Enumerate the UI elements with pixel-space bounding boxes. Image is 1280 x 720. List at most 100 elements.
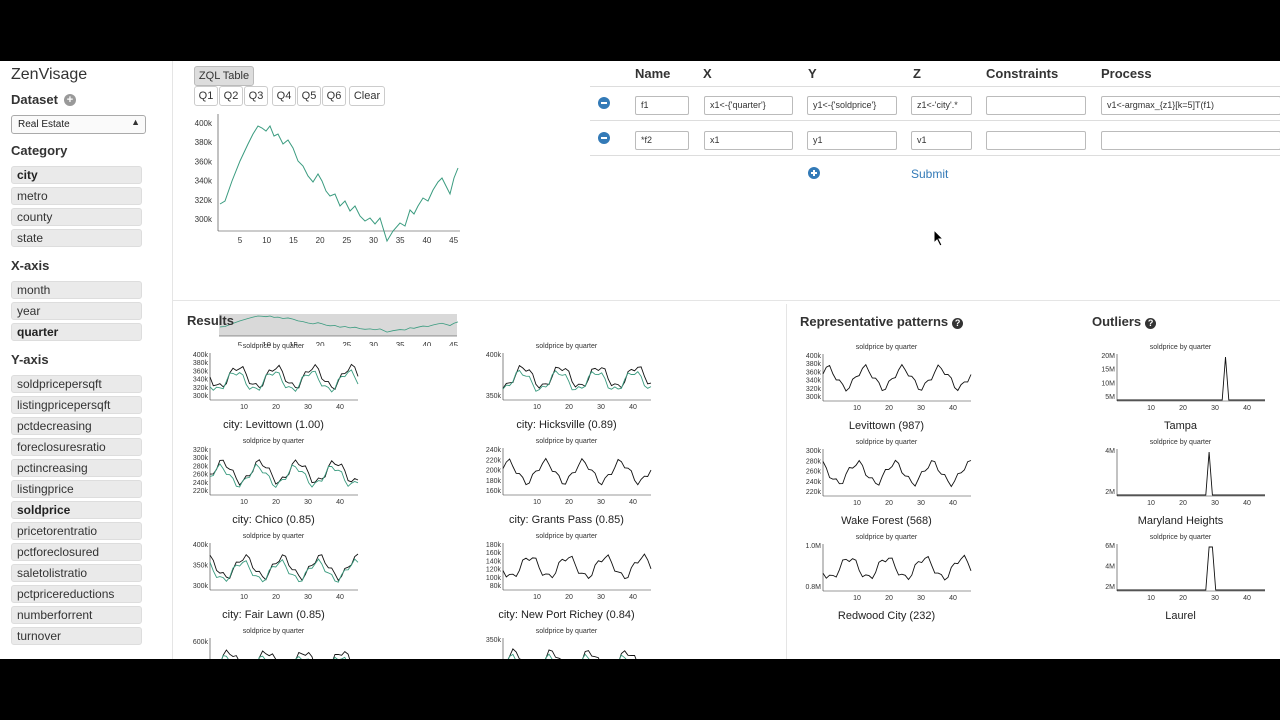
result-chart[interactable]: soldprice by quarter 350k 300k 10 20 30 40 (479, 628, 654, 659)
mini-y-tick: 240k (486, 447, 502, 454)
yaxis-item-foreclosuresratio[interactable]: foreclosuresratio (11, 438, 142, 456)
submit-link[interactable]: Submit (911, 167, 949, 181)
mini-x-tick: 30 (597, 594, 605, 601)
outlier-chart[interactable]: soldprice by quarter 4M 2M 10 20 30 40 Maryland… (1093, 439, 1268, 531)
mini-chart-caption: Tampa (1163, 420, 1198, 432)
mini-x-tick: 40 (629, 594, 637, 601)
zql-process-input[interactable] (1101, 131, 1280, 150)
result-chart[interactable]: soldprice by quarter 320k 300k 280k 260k 240k… (186, 438, 361, 530)
help-icon[interactable]: ? (1145, 318, 1157, 329)
add-dataset-icon[interactable]: + (63, 94, 76, 106)
zql-process-input[interactable]: v1<-argmax_{z1}[k=5]T(f1) (1101, 96, 1280, 115)
zql-row-divider (590, 155, 1280, 156)
zql-constraints-input[interactable] (986, 131, 1086, 150)
mini-chart-title: soldprice by quarter (535, 533, 598, 540)
main-chart[interactable]: 400k 380k 360k 340k 320k 300k 5 5 10 10 15 15 20 20 25… (190, 106, 470, 346)
query-button-q5[interactable]: Q5 (297, 86, 321, 106)
panel-divider (786, 304, 787, 659)
mini-x-tick: 10 (240, 594, 248, 601)
zql-z-input[interactable]: v1 (911, 131, 972, 150)
mini-x-tick: 10 (533, 594, 541, 601)
mini-x-tick: 30 (304, 594, 312, 601)
category-item-county[interactable]: county (11, 208, 142, 226)
xaxis-item-quarter[interactable]: quarter (11, 323, 142, 341)
mini-chart-caption: Maryland Heights (1137, 515, 1224, 527)
mini-chart-title: soldprice by quarter (855, 534, 918, 541)
zql-z-input[interactable]: z1<-'city'.* (911, 96, 972, 115)
yaxis-item-numberforrent[interactable]: numberforrent (11, 606, 142, 624)
category-item-state[interactable]: state (11, 229, 142, 247)
mini-chart-plot: 240k 220k 200k 180k 160k 10 20 30 40 (486, 447, 652, 506)
mini-y-tick: 360k (806, 369, 822, 376)
category-item-metro[interactable]: metro (11, 187, 142, 205)
yaxis-item-pctpricereductions[interactable]: pctpricereductions (11, 585, 142, 603)
yaxis-item-pctdecreasing[interactable]: pctdecreasing (11, 417, 142, 435)
mini-x-tick: 40 (1243, 500, 1251, 507)
remove-row-icon[interactable] (598, 97, 610, 109)
result-chart[interactable]: soldprice by quarter 400k 380k 360k 340k 320k… (186, 343, 361, 435)
zql-header-constraints: Constraints (986, 66, 1059, 81)
mini-chart-title: soldprice by quarter (855, 344, 918, 351)
rep-chart[interactable]: soldprice by quarter 1.0M 0.8M 10 20 30 40 Redw… (799, 534, 974, 626)
mini-x-tick: 30 (917, 500, 925, 507)
query-button-q3[interactable]: Q3 (244, 86, 268, 106)
zql-name-input[interactable]: *f2 (635, 131, 689, 150)
add-row-icon[interactable] (808, 167, 820, 179)
rep-chart[interactable]: soldprice by quarter 300k 280k 260k 240k 220k… (799, 439, 974, 531)
zql-header-x: X (703, 66, 712, 81)
zql-y-input[interactable]: y1 (807, 131, 897, 150)
dataset-select[interactable]: Real Estate ▲ (11, 115, 146, 134)
mini-y-tick: 5M (1105, 394, 1115, 401)
query-button-q2[interactable]: Q2 (219, 86, 243, 106)
zql-y-input[interactable]: y1<-{'soldprice'} (807, 96, 897, 115)
mini-chart-plot: 6M 4M 2M 10 20 30 40 (1105, 543, 1265, 602)
zql-name-input[interactable]: f1 (635, 96, 689, 115)
query-button-q4[interactable]: Q4 (272, 86, 296, 106)
xaxis-item-year[interactable]: year (11, 302, 142, 320)
yaxis-item-pricetorentratio[interactable]: pricetorentratio (11, 522, 142, 540)
yaxis-item-listingpricepersqft[interactable]: listingpricepersqft (11, 396, 142, 414)
zql-x-input[interactable]: x1 (704, 131, 793, 150)
result-chart[interactable]: soldprice by quarter 240k 220k 200k 180k 160k… (479, 438, 654, 530)
result-chart[interactable]: soldprice by quarter 400k 350k 300k 10 20 30 40… (186, 533, 361, 625)
outlier-chart[interactable]: soldprice by quarter 6M 4M 2M 10 20 30 40 Laurel (1093, 534, 1268, 626)
x-tick-label: 30 (369, 236, 378, 245)
zql-x-input[interactable]: x1<-{'quarter'} (704, 96, 793, 115)
yaxis-item-pctincreasing[interactable]: pctincreasing (11, 459, 142, 477)
query-button-q1[interactable]: Q1 (194, 86, 218, 106)
mini-y-tick: 120k (486, 567, 502, 574)
clear-button[interactable]: Clear (349, 86, 385, 106)
brush-selection[interactable] (219, 314, 457, 336)
zql-table-button[interactable]: ZQL Table (194, 66, 254, 86)
mini-x-tick: 30 (1211, 405, 1219, 412)
representative-title-text: Representative patterns (800, 314, 949, 329)
mini-x-tick: 40 (629, 499, 637, 506)
mini-y-tick: 4M (1105, 448, 1115, 455)
mini-y-tick: 15M (1101, 367, 1115, 374)
mini-x-tick: 20 (565, 404, 573, 411)
result-chart[interactable]: soldprice by quarter 600k 10 20 30 40 (186, 628, 361, 659)
yaxis-item-pctforeclosured[interactable]: pctforeclosured (11, 543, 142, 561)
yaxis-item-soldpricepersqft[interactable]: soldpricepersqft (11, 375, 142, 393)
yaxis-item-soldprice[interactable]: soldprice (11, 501, 142, 519)
category-item-city[interactable]: city (11, 166, 142, 184)
mini-y-tick: 160k (486, 550, 502, 557)
y-tick-label: 300k (195, 215, 213, 224)
mini-y-tick: 400k (193, 542, 209, 549)
remove-row-icon[interactable] (598, 132, 610, 144)
result-chart[interactable]: soldprice by quarter 400k 350k 10 20 30 40 city… (479, 343, 654, 435)
yaxis-item-turnover[interactable]: turnover (11, 627, 142, 645)
help-icon[interactable]: ? (952, 318, 964, 329)
yaxis-item-saletolistratio[interactable]: saletolistratio (11, 564, 142, 582)
mini-x-tick: 40 (336, 404, 344, 411)
xaxis-item-month[interactable]: month (11, 281, 142, 299)
result-chart[interactable]: soldprice by quarter 180k 160k 140k 120k 100k… (479, 533, 654, 625)
query-button-q6[interactable]: Q6 (322, 86, 346, 106)
mini-y-tick: 300k (806, 448, 822, 455)
mini-y-tick: 380k (806, 361, 822, 368)
yaxis-item-listingprice[interactable]: listingprice (11, 480, 142, 498)
brush-x-tick-label: 5 (238, 341, 243, 346)
zql-constraints-input[interactable] (986, 96, 1086, 115)
outlier-chart[interactable]: soldprice by quarter 20M 15M 10M 5M 10 20 30 40 T… (1093, 344, 1268, 436)
rep-chart[interactable]: soldprice by quarter 400k 380k 360k 340k 320k… (799, 344, 974, 436)
